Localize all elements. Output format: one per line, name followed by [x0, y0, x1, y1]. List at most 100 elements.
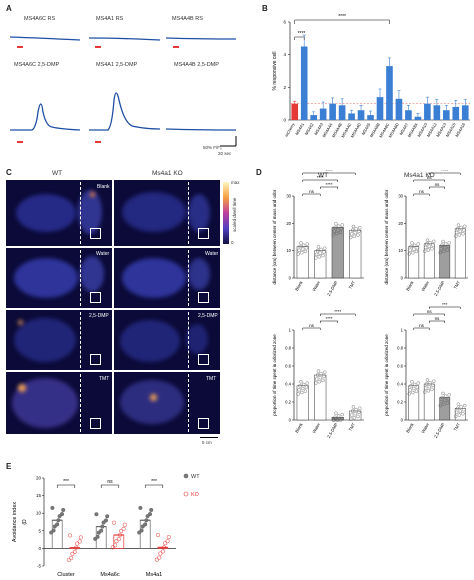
d-category-label: Blank: [294, 421, 304, 433]
e-sig-bracket: [144, 484, 164, 488]
d-point: [316, 245, 321, 249]
d-point: [412, 247, 416, 251]
e-point: [73, 545, 79, 550]
d-point: [424, 242, 429, 246]
d-point: [459, 405, 463, 409]
d-sig-bracket: [302, 193, 321, 196]
e-point: [161, 545, 167, 550]
d-point: [314, 252, 319, 257]
e-point: [119, 528, 124, 533]
d-point: [446, 244, 451, 249]
d-point: [425, 378, 430, 382]
b-bar: [329, 103, 336, 120]
d-point: [299, 380, 303, 384]
trace-dmp-ms4a4b: [165, 128, 237, 131]
d-top-ylabel-wt: distance (cm) between center of mass and…: [272, 189, 277, 285]
d-point: [430, 247, 434, 251]
d-point: [353, 230, 357, 235]
heatmap-ko-water: [114, 248, 220, 308]
d-point: [424, 382, 429, 386]
d-point: [439, 399, 443, 404]
stim-marker-3: [173, 46, 179, 48]
d-point: [339, 226, 344, 231]
row-label-ko-water: Water: [205, 251, 219, 257]
e-point: [99, 528, 104, 533]
d-bar: [454, 408, 466, 421]
e-point: [67, 533, 73, 538]
d-point: [300, 251, 304, 255]
d-point: [425, 238, 430, 242]
b-tick-label: 0: [283, 118, 286, 123]
d-sig-bracket: [302, 172, 356, 175]
d-point: [336, 418, 340, 422]
d-point: [351, 224, 356, 229]
d-point: [414, 389, 419, 393]
e-point: [77, 539, 82, 544]
panel-d-label: D: [256, 168, 262, 177]
d-point: [349, 413, 354, 417]
d-point: [445, 401, 450, 405]
d-sig-bracket: [302, 179, 338, 182]
d-point: [305, 381, 309, 385]
d-point: [427, 244, 431, 248]
b-bar: [319, 108, 327, 120]
d-point: [317, 380, 322, 384]
d-point: [427, 384, 431, 389]
b-y-label: % responsive cell: [272, 52, 278, 91]
d-bottom-ylabel-ko: proportion of time spent in odorized zon…: [384, 334, 389, 416]
d-point: [319, 247, 323, 252]
row-label-wt-water: Water: [96, 251, 110, 257]
d-point: [356, 414, 360, 419]
b-bar: [357, 110, 365, 120]
heatmap-ko-dmp: [114, 310, 220, 370]
e-point: [95, 534, 100, 539]
d-point: [438, 250, 442, 255]
d-point: [314, 256, 318, 260]
e-point: [59, 512, 65, 517]
heatmap-ko-tmt: [114, 372, 220, 434]
panel-b-label: B: [262, 4, 268, 13]
scale-x-label: 20 sec: [218, 151, 232, 156]
d-point: [441, 391, 445, 396]
d-point: [315, 248, 320, 253]
d-bottom-ylabel-wt: proportion of time spent in odorized zon…: [272, 334, 277, 416]
d-tick-label: 0: [401, 418, 404, 423]
b-bar: [424, 103, 431, 120]
b-bar: [300, 46, 308, 120]
d-point: [462, 228, 466, 232]
d-sig-bracket: [413, 179, 445, 182]
d-category-label: 2,5-DMP: [326, 280, 339, 297]
panel-c-label: C: [6, 168, 12, 177]
panel-a-label: A: [6, 4, 12, 13]
trace-label-2: MS4A1 RS: [96, 16, 124, 22]
e-point: [160, 549, 165, 554]
d-point: [349, 417, 353, 421]
stim-marker-2: [95, 46, 101, 48]
d-point: [428, 240, 432, 245]
d-point: [461, 411, 465, 416]
d-point: [353, 411, 357, 416]
e-point: [122, 522, 127, 527]
d-point: [335, 418, 339, 422]
e-point: [66, 557, 71, 563]
d-point: [349, 235, 353, 240]
d-point: [331, 233, 335, 237]
d-point: [411, 390, 415, 395]
b-bar: [310, 115, 317, 120]
row-label-ko-dmp: 2,5-DMP: [198, 313, 218, 319]
d-point: [463, 224, 467, 229]
e-tick-label: 5: [38, 528, 41, 533]
d-point: [318, 375, 322, 380]
d-point: [357, 410, 361, 415]
e-point: [111, 520, 117, 525]
e-point: [166, 535, 171, 540]
e-point: [116, 537, 121, 542]
d-sig-label: ns: [427, 175, 433, 180]
e-y-label-sub: (D: [22, 519, 28, 525]
d-point: [447, 393, 451, 397]
col-ko-label: Ms4a1 KO: [152, 170, 183, 177]
colorbar-label: scaled dwell time: [232, 197, 237, 232]
d-tick-label: 0.8: [285, 346, 291, 351]
b-bar: [395, 98, 403, 120]
d-point: [301, 247, 305, 251]
